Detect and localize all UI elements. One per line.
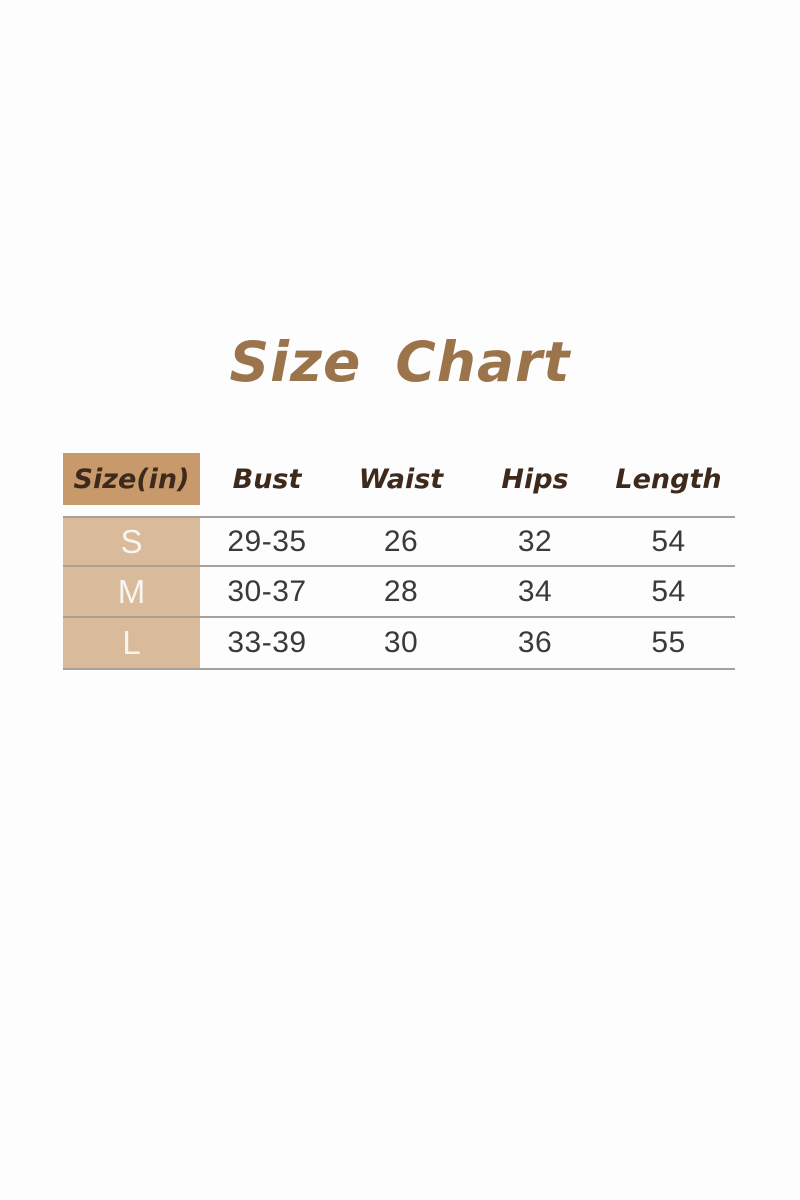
bust-value-l: 33-39 [227, 626, 307, 659]
length-value-m: 54 [651, 574, 686, 608]
table-body: S 29-35 26 32 54 M 30-37 28 34 54 L 33-3… [63, 516, 735, 670]
size-label-s: S [63, 518, 200, 565]
header-cell-bust: Bust [232, 463, 302, 495]
length-value-l: 55 [651, 626, 686, 659]
table-header-row: Size(in) Bust Waist Hips Length [63, 453, 735, 505]
table-row-l: L 33-39 30 36 55 [63, 616, 735, 668]
size-chart-table: Size(in) Bust Waist Hips Length S 29-35 … [63, 453, 735, 670]
hips-value-l: 36 [517, 626, 553, 659]
header-cell-size: Size(in) [63, 453, 200, 505]
hips-value-s: 32 [517, 524, 553, 558]
header-cell-hips: Hips [501, 463, 569, 495]
bust-value-s: 29-35 [227, 524, 307, 558]
waist-value-s: 26 [383, 524, 419, 558]
hips-value-m: 34 [517, 574, 553, 608]
header-body-gap [63, 505, 735, 516]
bust-value-m: 30-37 [227, 574, 307, 608]
header-cell-length: Length [615, 463, 722, 495]
length-value-s: 54 [651, 524, 686, 558]
waist-value-l: 30 [383, 626, 419, 659]
size-label-l: L [63, 618, 200, 668]
header-cell-waist: Waist [358, 463, 444, 495]
page-title: Size Chart [229, 330, 571, 394]
size-label-m: M [63, 567, 200, 616]
table-row-s: S 29-35 26 32 54 [63, 516, 735, 565]
waist-value-m: 28 [383, 574, 419, 608]
table-row-m: M 30-37 28 34 54 [63, 565, 735, 616]
